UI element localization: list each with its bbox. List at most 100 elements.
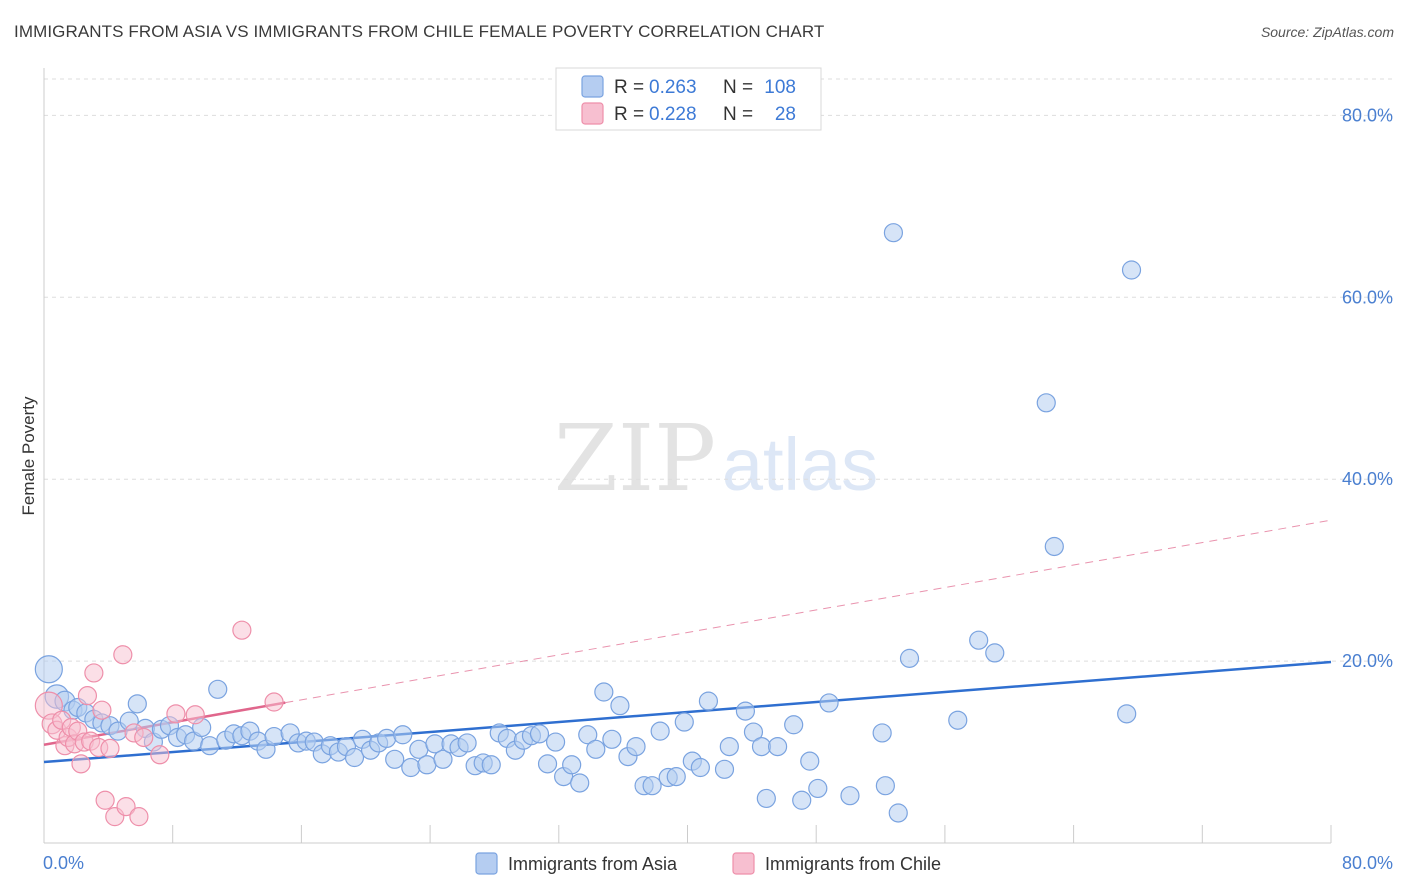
bottom-legend-label-chile: Immigrants from Chile xyxy=(765,854,941,874)
asia-point-37 xyxy=(344,747,365,768)
asia-point-88 xyxy=(767,736,788,757)
asia-point-62 xyxy=(545,732,566,752)
asia-point-97 xyxy=(883,223,904,243)
chile-point-26 xyxy=(185,705,205,725)
chart-title: IMMIGRANTS FROM ASIA VS IMMIGRANTS FROM … xyxy=(14,22,825,41)
asia-point-67 xyxy=(586,739,606,759)
asia-point-78 xyxy=(674,712,694,732)
asia-point-72 xyxy=(626,736,646,757)
source-label: Source: ZipAtlas.com xyxy=(1260,24,1394,40)
asia-point-65 xyxy=(570,773,590,793)
legend-r-label-asia: R = xyxy=(614,77,644,98)
asia-point-68 xyxy=(594,682,614,702)
asia-point-93 xyxy=(819,693,839,713)
y-tick-label-20: 20.0% xyxy=(1342,651,1393,671)
axes xyxy=(43,68,1332,844)
chile-point-25 xyxy=(166,704,186,724)
chile-trend-dashed xyxy=(285,519,1332,704)
asia-point-44 xyxy=(401,757,421,778)
asia-point-101 xyxy=(969,630,989,650)
bottom-legend-swatch-chile xyxy=(732,852,755,875)
asia-point-69 xyxy=(602,729,622,749)
asia-point-77 xyxy=(666,767,686,787)
asia-point-80 xyxy=(690,757,710,778)
chile-point-20 xyxy=(116,797,136,817)
asia-point-89 xyxy=(784,715,804,735)
x-tick-label-left: 0.0% xyxy=(43,853,84,873)
legend-n-label-chile: N = xyxy=(723,104,753,125)
asia-point-64 xyxy=(562,755,582,775)
legend-r-value-asia: 0.263 xyxy=(649,77,697,98)
asia-point-11 xyxy=(127,694,147,714)
chile-point-15 xyxy=(92,700,112,720)
chile-point-17 xyxy=(100,738,120,759)
asia-point-41 xyxy=(377,728,397,749)
asia-point-104 xyxy=(1044,536,1064,557)
asia-point-48 xyxy=(433,749,453,769)
asia-point-75 xyxy=(650,721,670,741)
asia-point-51 xyxy=(457,733,477,753)
asia-point-66 xyxy=(578,725,598,745)
asia-point-102 xyxy=(985,643,1005,663)
asia-point-82 xyxy=(714,759,735,779)
asia-point-61 xyxy=(537,754,558,774)
asia-point-70 xyxy=(610,696,630,716)
legend-r-value-chile: 0.228 xyxy=(649,104,697,125)
watermark-atlas: atlas xyxy=(722,423,878,506)
chile-point-11 xyxy=(77,686,98,706)
asia-point-94 xyxy=(840,786,860,806)
legend-n-label-asia: N = xyxy=(723,77,753,98)
asia-point-106 xyxy=(1121,260,1142,280)
asia-point-20 xyxy=(200,736,220,756)
watermark-zip: ZIP xyxy=(554,405,716,512)
chile-point-23 xyxy=(134,727,154,748)
chile-point-9 xyxy=(71,754,91,774)
legend-swatch-asia xyxy=(581,75,604,98)
chile-point-13 xyxy=(84,663,104,683)
asia-point-92 xyxy=(808,778,828,799)
asia-point-42 xyxy=(385,749,405,769)
chile-point-22 xyxy=(129,807,149,827)
chile-point-19 xyxy=(113,645,133,665)
asia-point-98 xyxy=(888,803,908,823)
chile-point-28 xyxy=(264,692,284,712)
asia-point-46 xyxy=(417,755,437,775)
asia-point-100 xyxy=(948,710,968,730)
x-tick-label-right: 80.0% xyxy=(1342,853,1393,873)
y-axis-label: Female Poverty xyxy=(19,396,38,516)
legend-n-value-asia: 108 xyxy=(764,77,796,98)
asia-point-81 xyxy=(698,691,719,711)
chile-point-24 xyxy=(150,745,170,765)
legend-swatch-chile xyxy=(581,102,604,125)
asia-point-85 xyxy=(743,722,764,742)
chile-points xyxy=(34,620,284,827)
series-legend: Immigrants from Asia Immigrants from Chi… xyxy=(475,852,941,875)
asia-point-28 xyxy=(264,726,284,747)
asia-point-54 xyxy=(481,755,501,775)
y-tick-label-40: 40.0% xyxy=(1342,469,1393,489)
asia-point-103 xyxy=(1036,393,1056,413)
asia-point-0 xyxy=(34,655,63,684)
asia-point-105 xyxy=(1117,704,1137,724)
grid-lines xyxy=(44,78,1393,662)
asia-point-91 xyxy=(800,751,820,771)
asia-point-84 xyxy=(735,701,756,721)
legend-r-label-chile: R = xyxy=(614,104,644,125)
chile-point-27 xyxy=(232,620,252,640)
asia-points xyxy=(34,223,1142,823)
asia-point-90 xyxy=(792,790,812,810)
asia-point-95 xyxy=(872,723,892,743)
chile-point-16 xyxy=(95,790,115,810)
bottom-legend-swatch-asia xyxy=(475,852,498,875)
asia-point-83 xyxy=(719,736,739,757)
asia-point-43 xyxy=(393,725,413,745)
y-tick-label-80: 80.0% xyxy=(1342,105,1393,125)
asia-point-60 xyxy=(529,724,550,744)
bottom-legend-label-asia: Immigrants from Asia xyxy=(508,854,678,874)
y-tick-labels: 20.0% 40.0% 60.0% 80.0% xyxy=(1342,105,1393,671)
asia-point-87 xyxy=(756,788,776,809)
asia-point-96 xyxy=(875,776,895,796)
asia-point-99 xyxy=(899,648,920,668)
asia-point-74 xyxy=(642,776,662,796)
